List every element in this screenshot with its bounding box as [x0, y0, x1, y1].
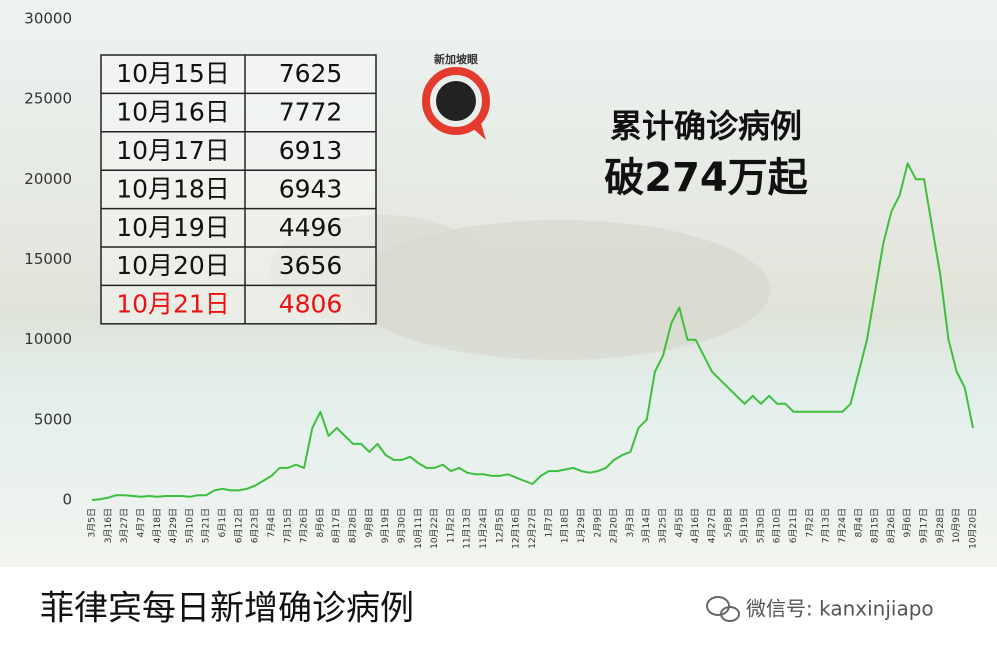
x-tick-label: 8月17日	[331, 508, 342, 543]
series-line	[91, 162, 974, 501]
x-tick-label: 7月15日	[282, 508, 293, 543]
x-tick-label: 9月6日	[902, 508, 913, 537]
table-date: 10月16日	[116, 98, 230, 127]
table-value: 7625	[279, 59, 343, 88]
logo-eye	[436, 81, 476, 121]
x-tick-label: 3月14日	[641, 508, 652, 543]
x-tick-label: 1月7日	[543, 508, 554, 537]
y-tick-label: 10000	[24, 330, 72, 348]
x-tick-label: 3月25日	[658, 508, 669, 543]
x-tick-label: 10月20日	[968, 508, 979, 549]
x-tick-label: 7月2日	[804, 508, 815, 537]
table-value: 6943	[279, 174, 343, 203]
x-tick-label: 4月5日	[674, 508, 685, 537]
logo-text: 新加坡眼	[434, 52, 478, 66]
table-date: 10月19日	[116, 213, 230, 242]
table: 10月15日 7625 10月16日 7772 10月17日 6913 10月18日 6943…	[100, 54, 377, 325]
x-tick-label: 3月16日	[103, 508, 114, 543]
y-tick-label: 25000	[24, 90, 72, 108]
x-tick-label: 8月6日	[315, 508, 326, 537]
x-tick-label: 10月22日	[429, 508, 440, 549]
x-tick-label: 9月17日	[919, 508, 930, 543]
x-tick-label: 6月21日	[788, 508, 799, 543]
y-tick-label: 30000	[24, 10, 72, 28]
x-tick-label: 10月9日	[951, 508, 962, 543]
x-tick-label: 2月9日	[592, 508, 603, 537]
x-tick-label: 9月8日	[364, 508, 375, 537]
x-tick-label: 7月26日	[299, 508, 310, 543]
annotation: 破274万起	[604, 155, 808, 201]
x-tick-label: 12月27日	[527, 508, 538, 549]
x-tick-label: 9月30日	[396, 508, 407, 543]
x-tick-label: 3月5日	[87, 508, 98, 537]
x-tick-label: 11月2日	[445, 508, 456, 543]
wechat-icon	[706, 596, 740, 622]
table-value: 6913	[279, 136, 343, 165]
x-tick-label: 8月26日	[886, 508, 897, 543]
logo-tail	[470, 120, 486, 140]
x-tick-label: 3月27日	[119, 508, 130, 543]
table-date: 10月21日	[116, 290, 230, 319]
x-tick-label: 4月27日	[706, 508, 717, 543]
plot: 0 5000 10000 15000 20000 25000 30000 3月5日 3月16日 3…	[24, 10, 978, 549]
x-tick-label: 8月4日	[853, 508, 864, 537]
x-tick-label: 9月28日	[935, 508, 946, 543]
caption-band	[0, 567, 997, 656]
x-tick-label: 4月7日	[135, 508, 146, 537]
x-tick-label: 7月24日	[837, 508, 848, 543]
table-value: 3656	[279, 251, 343, 280]
x-tick-label: 6月10日	[772, 508, 783, 543]
y-tick-label: 5000	[34, 410, 72, 428]
caption: 菲律宾每日新增确诊病例	[40, 589, 414, 629]
x-tick-label: 9月19日	[380, 508, 391, 543]
table-date: 10月18日	[116, 174, 230, 203]
x-tick-label: 4月18日	[152, 508, 163, 543]
table-value: 4496	[279, 213, 343, 242]
y-tick-label: 20000	[24, 170, 72, 188]
x-tick-label: 1月29日	[576, 508, 587, 543]
rock	[270, 215, 490, 325]
y-tick-label: 15000	[24, 250, 72, 268]
x-tick-label: 5月21日	[201, 508, 212, 543]
x-tick-label: 6月12日	[233, 508, 244, 543]
logo: 新加坡眼	[422, 52, 490, 140]
x-tick-label: 2月20日	[609, 508, 620, 543]
table-date: 10月17日	[116, 136, 230, 165]
x-tick-label: 8月15日	[870, 508, 881, 543]
x-tick-label: 5月30日	[755, 508, 766, 543]
x-tick-label: 7月13日	[821, 508, 832, 543]
x-tick-label: 5月10日	[184, 508, 195, 543]
x-tick-label: 5月19日	[739, 508, 750, 543]
annotation: 累计确诊病例	[610, 107, 802, 145]
table-value: 7772	[279, 98, 343, 127]
logo-ring	[422, 67, 490, 135]
x-tick-label: 12月16日	[511, 508, 522, 549]
x-tick-label: 3月3日	[625, 508, 636, 537]
x-tick-label: 4月16日	[690, 508, 701, 543]
x-tick-label: 6月1日	[217, 508, 228, 537]
table-border	[100, 54, 377, 325]
x-tick-label: 6月23日	[250, 508, 261, 543]
wechat-id: 微信号: kanxinjiapo	[746, 597, 934, 621]
x-tick-label: 11月24日	[478, 508, 489, 549]
y-tick-label: 0	[62, 491, 72, 509]
x-tick-label: 7月4日	[266, 508, 277, 537]
x-tick-label: 12月5日	[494, 508, 505, 543]
table-date: 10月15日	[116, 59, 230, 88]
x-tick-label: 5月8日	[723, 508, 734, 537]
table-value: 4806	[279, 290, 343, 319]
x-tick-label: 10月11日	[413, 508, 424, 549]
x-tick-label: 8月28日	[348, 508, 359, 543]
x-tick-label: 4月29日	[168, 508, 179, 543]
table-date: 10月20日	[116, 251, 230, 280]
x-tick-label: 1月18日	[560, 508, 571, 543]
x-tick-label: 11月13日	[462, 508, 473, 549]
